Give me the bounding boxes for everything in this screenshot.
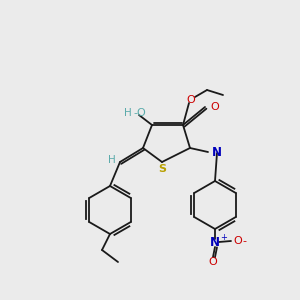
Text: -: - [242, 236, 246, 246]
Text: H: H [108, 155, 116, 165]
Text: O: O [210, 102, 219, 112]
Text: N: N [210, 236, 220, 250]
Text: S: S [158, 164, 166, 174]
Text: H: H [124, 108, 132, 118]
Text: O: O [187, 95, 195, 105]
Text: O: O [208, 257, 217, 267]
Text: +: + [220, 233, 227, 242]
Text: N: N [212, 146, 222, 160]
Text: O: O [136, 108, 146, 118]
Text: -: - [133, 108, 137, 118]
Text: O: O [233, 236, 242, 246]
